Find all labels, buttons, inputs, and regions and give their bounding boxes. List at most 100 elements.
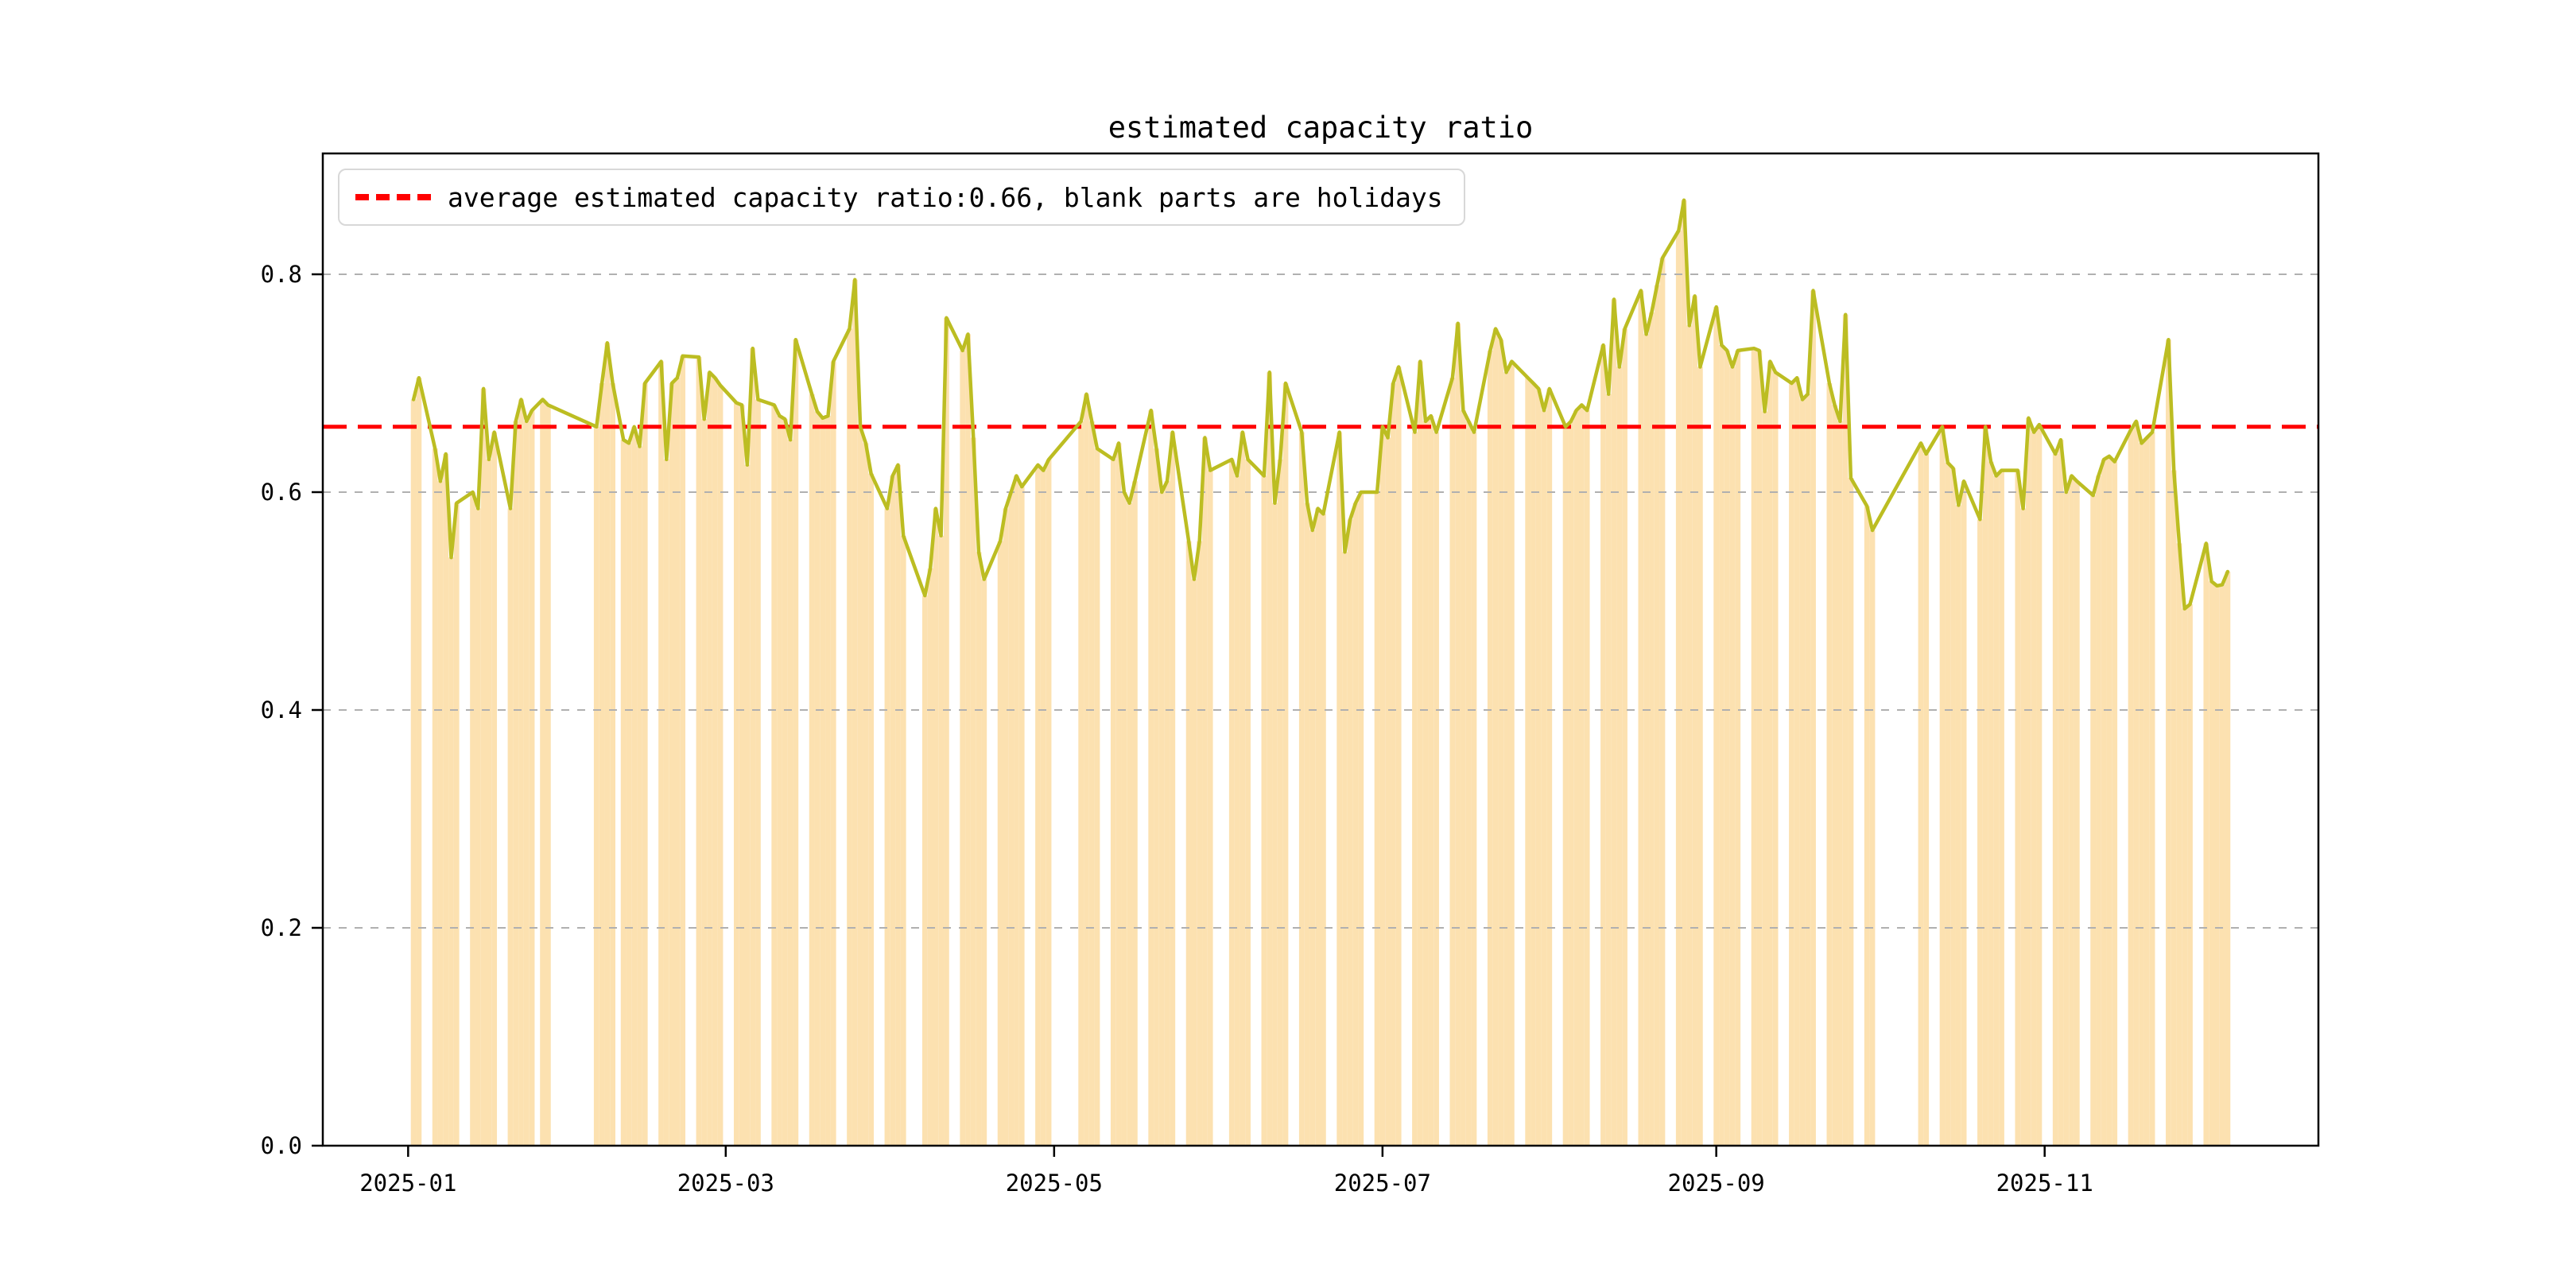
day-bar <box>2096 475 2101 1146</box>
day-bar <box>1207 470 1213 1146</box>
day-bar <box>1385 437 1391 1146</box>
day-bar <box>486 459 492 1146</box>
day-bar <box>1675 231 1682 1146</box>
day-bar <box>2143 437 2150 1146</box>
day-bar <box>1379 426 1386 1146</box>
day-bar <box>1148 410 1154 1146</box>
day-bar <box>1735 350 1741 1146</box>
day-bar <box>744 464 751 1146</box>
day-bar <box>1961 481 1967 1146</box>
day-bar <box>443 454 449 1146</box>
day-bar <box>448 557 454 1146</box>
day-bar <box>1713 307 1720 1146</box>
day-bar <box>933 508 939 1146</box>
day-bar <box>1756 350 1763 1146</box>
day-bar <box>1078 421 1084 1146</box>
day-bar <box>1046 459 1052 1146</box>
day-bar <box>416 378 422 1146</box>
day-bar <box>1115 443 1122 1146</box>
day-bar <box>2063 492 2070 1146</box>
day-bar <box>1692 296 1697 1146</box>
day-bar <box>1164 481 1170 1146</box>
y-tick-label: 0.6 <box>261 479 302 506</box>
day-bar <box>2166 339 2171 1146</box>
day-bar <box>1267 372 1273 1146</box>
day-bar <box>2112 461 2118 1146</box>
day-bar <box>507 508 514 1146</box>
day-bar <box>1993 475 2000 1146</box>
day-bar <box>1412 432 1418 1146</box>
legend-label: average estimated capacity ratio:0.66, b… <box>448 181 1443 213</box>
day-bar <box>2025 417 2031 1146</box>
day-bar <box>1391 383 1396 1146</box>
day-bar <box>1008 492 1014 1146</box>
day-bar <box>1719 345 1724 1146</box>
day-bar <box>1471 432 1477 1146</box>
plot-border <box>321 152 2320 1147</box>
day-bar <box>631 426 638 1146</box>
day-bar <box>857 426 863 1146</box>
x-tick-label: 2025-07 <box>1334 1170 1431 1197</box>
x-tick-label: 2025-01 <box>359 1170 456 1197</box>
day-bar <box>1449 378 1456 1146</box>
day-bar <box>1428 416 1434 1146</box>
day-bar <box>1374 492 1380 1146</box>
day-bar <box>1999 470 2004 1146</box>
y-axis: 0.0 0.2 0.4 0.6 0.8 <box>261 261 323 1159</box>
day-bar <box>1417 361 1423 1146</box>
day-bar <box>2058 440 2064 1146</box>
day-bar <box>2133 421 2140 1146</box>
day-bar <box>1837 421 1843 1146</box>
day-bar <box>475 508 481 1146</box>
day-bar <box>1040 470 1046 1146</box>
day-bar <box>540 399 545 1146</box>
day-bar <box>637 446 642 1146</box>
day-bar <box>410 399 417 1146</box>
day-bar <box>1848 478 1854 1146</box>
y-tick-label: 0.2 <box>261 914 302 941</box>
day-bar <box>1245 459 1251 1146</box>
day-bar <box>1202 437 1208 1146</box>
day-bar <box>1492 328 1499 1146</box>
day-bar <box>696 357 702 1146</box>
x-tick-label: 2025-05 <box>1006 1170 1103 1197</box>
day-bar <box>1869 530 1876 1146</box>
day-bar <box>1611 299 1617 1146</box>
day-bar <box>432 448 438 1146</box>
day-bar <box>976 552 982 1146</box>
day-bar <box>1794 378 1800 1146</box>
day-bar <box>2020 508 2026 1146</box>
day-bar <box>2128 429 2134 1146</box>
day-bar <box>1158 492 1165 1146</box>
day-bar <box>1272 502 1278 1146</box>
day-bar <box>825 416 831 1146</box>
day-bar <box>921 596 928 1146</box>
day-bar <box>997 541 1003 1146</box>
day-bar <box>1088 421 1095 1146</box>
day-bar <box>1508 361 1515 1146</box>
day-bar <box>1805 394 1811 1146</box>
day-bar <box>1277 459 1283 1146</box>
day-bar <box>1832 405 1838 1146</box>
day-bar <box>480 388 487 1146</box>
day-bar <box>1455 323 1461 1146</box>
day-bar <box>1395 367 1402 1146</box>
day-bar <box>1541 410 1547 1146</box>
day-bar <box>1487 350 1493 1146</box>
day-bar <box>1003 508 1009 1146</box>
day-bar <box>1982 426 1988 1146</box>
day-bar <box>1945 463 1951 1146</box>
day-bar <box>2101 459 2107 1146</box>
x-tick-label: 2025-11 <box>1996 1170 2093 1197</box>
day-bar <box>1762 411 1767 1146</box>
day-bar <box>2176 543 2182 1146</box>
day-bar <box>1864 506 1870 1146</box>
day-bar <box>2090 495 2097 1146</box>
y-tick-label: 0.4 <box>261 696 302 724</box>
day-bar <box>599 383 605 1146</box>
day-bar <box>965 334 971 1146</box>
day-bar <box>2182 608 2188 1146</box>
day-bar <box>1154 448 1159 1146</box>
day-bar <box>1573 410 1580 1146</box>
day-bar <box>852 279 858 1146</box>
